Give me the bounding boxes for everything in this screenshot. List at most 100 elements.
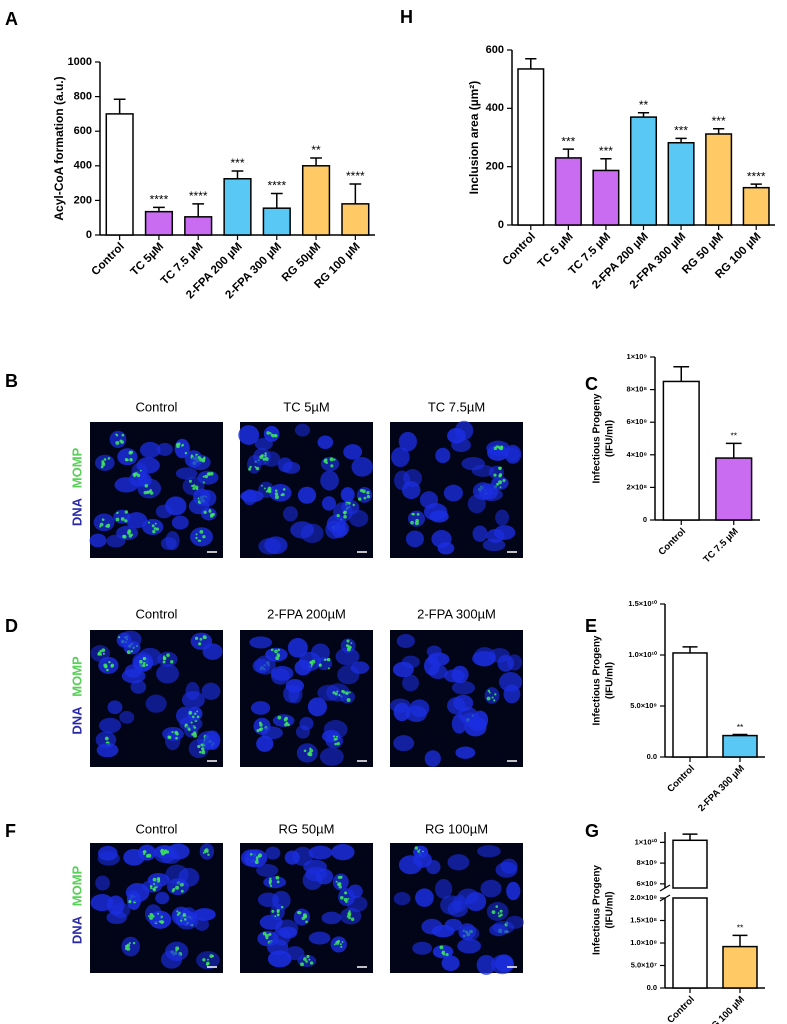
cell-nucleus [403, 469, 423, 488]
inclusion-dot [345, 691, 349, 695]
error-bar [153, 206, 165, 212]
panel-letter: E [585, 616, 597, 636]
cell-nucleus [294, 423, 311, 437]
significance-label: **** [747, 169, 766, 183]
inclusion-dot [199, 539, 202, 542]
cell-nucleus [505, 915, 525, 929]
cell-nucleus [497, 654, 515, 672]
inclusion-dot [305, 920, 308, 924]
error-bar [231, 170, 244, 179]
inclusion-dot [102, 652, 105, 655]
y-tick-label: 600 [486, 44, 504, 56]
cell-nucleus [293, 908, 311, 926]
cell-nucleus [204, 730, 221, 751]
y-axis-label: Infectious Progeny [592, 635, 603, 725]
significance-label: **** [267, 179, 286, 193]
inclusion-dot [155, 527, 159, 531]
inclusion-dot [184, 918, 187, 921]
inclusion-dot [274, 495, 279, 500]
cell-nucleus [393, 702, 411, 722]
inclusion-dot [334, 742, 337, 746]
y-tick-label: 6×10⁸ [627, 417, 648, 426]
channel-label: MOMP [69, 656, 84, 697]
inclusion-dot [146, 855, 149, 858]
cell-nucleus [202, 643, 223, 660]
inclusion-dot [103, 458, 107, 461]
cell-nucleus [201, 682, 221, 700]
inclusion-dot [266, 431, 270, 435]
inclusion-dot [326, 658, 329, 661]
column-title: Control [136, 821, 178, 836]
cell-nucleus [308, 845, 333, 860]
cell-nucleus [238, 425, 260, 445]
inclusion-dot [116, 511, 119, 514]
inclusion-dot [193, 726, 197, 729]
cell-nucleus [393, 892, 411, 906]
inclusion-dot [205, 963, 209, 966]
inclusion-dot [274, 434, 278, 437]
cell-nucleus [444, 918, 463, 931]
inclusion-dot [149, 915, 154, 920]
cell-nucleus [242, 489, 257, 506]
cell-nucleus [320, 470, 339, 491]
micrograph [390, 420, 523, 558]
inclusion-dot [194, 712, 197, 716]
inclusion-dot [346, 697, 351, 702]
inclusion-dot [188, 710, 193, 715]
inclusion-dot [202, 958, 206, 962]
inclusion-dot [249, 852, 253, 856]
inclusion-dot [274, 489, 278, 493]
inclusion-dot [101, 518, 105, 522]
cell-nucleus [393, 735, 415, 752]
inclusion-dot [130, 533, 134, 537]
channel-label: DNA [69, 915, 84, 944]
inclusion-dot [300, 962, 304, 967]
panel-letter: D [5, 616, 18, 636]
inclusion-dot [307, 752, 311, 756]
cell-nucleus [199, 489, 217, 507]
inclusion-dot [488, 691, 491, 694]
cell-nucleus [477, 845, 501, 858]
inclusion-dot [147, 915, 150, 918]
inclusion-dot [176, 442, 180, 447]
inclusion-dot [199, 637, 203, 641]
cell-nucleus [244, 849, 268, 868]
inclusion-dot [176, 910, 179, 913]
inclusion-dot [139, 469, 142, 472]
cell-nucleus [97, 851, 120, 866]
cell-nucleus [292, 846, 314, 866]
panel-letter: A [5, 9, 18, 29]
inclusion-dot [201, 747, 205, 751]
cell-nucleus [431, 530, 452, 548]
inclusion-dot [152, 529, 156, 534]
inclusion-dot [198, 642, 201, 646]
cell-nucleus [443, 484, 463, 502]
y-tick-label: 6×10⁹ [637, 879, 658, 888]
significance-label: *** [561, 134, 575, 148]
cell-nucleus [167, 843, 190, 860]
inclusion-dot [203, 456, 206, 459]
inclusion-dot [343, 514, 347, 519]
inclusion-dot [203, 510, 207, 514]
cell-nucleus [321, 911, 342, 925]
inclusion-dot [277, 648, 281, 652]
cell-nucleus [396, 634, 415, 649]
inclusion-dot [348, 691, 351, 694]
y-tick-label: 1.0×10⁸ [630, 938, 657, 947]
y-axis-label: (IFU/ml) [605, 891, 616, 928]
inclusion-dot [261, 484, 263, 487]
cell-nucleus [296, 743, 318, 763]
inclusion-dot [108, 660, 111, 664]
cell-nucleus [121, 668, 146, 684]
channel-label: DNA [69, 706, 84, 735]
cell-nucleus [419, 491, 439, 509]
inclusion-dot [100, 465, 104, 469]
inclusion-dot [269, 884, 273, 887]
inclusion-dot [149, 884, 153, 888]
cell-nucleus [447, 427, 466, 444]
micrograph [389, 630, 523, 767]
channel-label: DNA [69, 497, 84, 526]
bar [672, 839, 708, 889]
inclusion-dot [191, 484, 194, 488]
